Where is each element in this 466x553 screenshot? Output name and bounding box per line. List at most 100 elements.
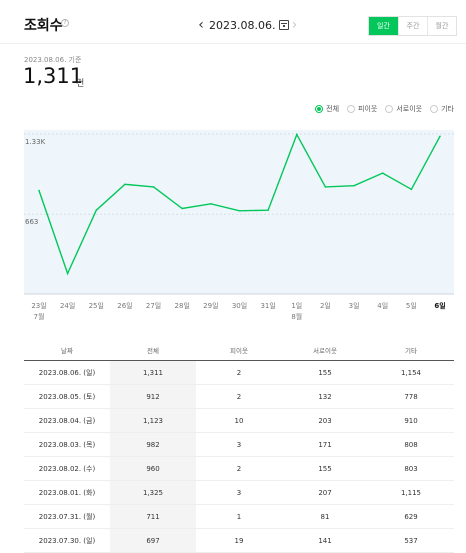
legend-all[interactable]: 전체 [315,104,339,114]
cell-mutual: 81 [320,513,330,521]
page-title: 조회수 [24,18,63,34]
cell-other: 910 [404,417,418,425]
header-other: 기타 [405,347,417,355]
data-point [410,188,413,191]
views-table: 날짜 전체 피이웃 서로이웃 기타 2023.08.06. (일) 1,311 2 1… [24,341,454,553]
cell-date: 2023.08.03. (목) [38,441,96,449]
x-tick-label: 5일 [406,301,417,310]
table-row: 2023.08.02. (수) 960 2 155 803 [24,457,454,481]
chart-legend: 전체 피이웃 서로이웃 기타 [307,104,454,114]
table-row: 2023.08.03. (목) 982 3 171 808 [24,433,454,457]
cell-neighbor: 2 [236,393,242,401]
cell-date: 2023.08.05. (토) [38,393,96,401]
legend-all-label: 전체 [326,105,340,113]
period-tabs: 일간 주간 월간 [368,16,457,36]
cell-total: 982 [110,433,196,456]
cell-total: 1,311 [110,361,196,384]
x-tick-label: 3일 [349,301,360,310]
x-tick-label: 24일 [60,301,75,310]
chart-plot-area [24,130,454,294]
cell-mutual: 155 [318,369,332,377]
chart-svg: 1.33K 663 23일 24일 25일 26일 27일 28일 29일 30일 31일 1일 2일 3… [24,130,454,321]
legend-neighbor-label: 피이웃 [358,105,378,113]
cell-neighbor: 2 [236,465,242,473]
radio-icon [347,105,356,113]
cell-date: 2023.08.04. (금) [38,417,96,425]
cell-total: 697 [110,529,196,552]
cell-date: 2023.08.02. (수) [38,465,96,473]
data-point [295,133,298,136]
tab-monthly[interactable]: 월간 [427,17,456,35]
month-label: 8월 [291,312,302,321]
x-tick-label: 30일 [232,301,247,310]
cell-neighbor: 10 [234,417,244,425]
cell-date: 2023.08.06. (일) [38,369,96,377]
data-point [152,186,155,188]
header-date: 날짜 [61,347,73,355]
x-tick-label: 6일 [434,301,445,310]
data-point [238,209,241,212]
data-point [324,186,327,188]
radio-icon [430,105,439,113]
table-row: 2023.08.04. (금) 1,123 10 203 910 [24,409,454,433]
cell-mutual: 207 [318,489,332,497]
table-body: 2023.08.06. (일) 1,311 2 155 1,154 2023.08.05.… [24,361,454,553]
cell-neighbor: 1 [236,513,242,521]
table-row: 2023.08.05. (토) 912 2 132 778 [24,385,454,409]
x-tick-label: 4일 [377,301,388,310]
total-views: 1,311 [23,64,84,88]
stats-header: 조회수 ? ‹ 2023.08.06. › 일간 주간 월간 [0,0,466,44]
x-tick-label: 25일 [89,301,104,310]
data-point [124,183,126,186]
prev-date-arrow-icon[interactable]: ‹ [198,17,204,33]
x-tick-label: 29일 [203,301,218,310]
data-point [181,207,184,210]
cell-other: 803 [404,465,418,473]
legend-mutual[interactable]: 서로이웃 [385,104,422,114]
cell-mutual: 132 [318,393,332,401]
radio-checked-icon [315,105,324,113]
cell-mutual: 171 [318,441,332,449]
x-tick-label: 27일 [146,301,161,310]
help-icon[interactable]: ? [61,19,69,27]
legend-mutual-label: 서로이웃 [396,105,423,113]
data-point [38,189,40,192]
cell-date: 2023.07.30. (일) [38,537,96,545]
data-point [353,184,355,187]
cell-total: 912 [110,385,196,408]
data-point [439,135,441,138]
tab-weekly[interactable]: 주간 [398,17,427,35]
legend-other-label: 기타 [441,105,454,113]
cell-total: 1,325 [110,481,196,504]
data-point [66,272,69,275]
cell-total: 1,123 [110,409,196,432]
cell-other: 778 [404,393,418,401]
cell-neighbor: 19 [234,537,244,545]
y-tick-label: 663 [25,218,38,226]
cell-mutual: 203 [318,417,332,425]
tab-daily[interactable]: 일간 [369,17,398,35]
cell-other: 1,154 [400,369,422,377]
x-tick-label: 26일 [117,301,132,310]
header-neighbor: 피이웃 [230,347,248,355]
x-tick-label: 31일 [260,301,275,310]
cell-neighbor: 3 [236,489,242,497]
cell-mutual: 155 [318,465,332,473]
current-date: 2023.08.06. [209,18,276,32]
cell-other: 629 [404,513,418,521]
table-row: 2023.07.31. (월) 711 1 81 629 [24,505,454,529]
x-tick-label: 1일 [291,301,302,310]
legend-neighbor[interactable]: 피이웃 [347,104,377,114]
header-mutual: 서로이웃 [313,347,337,355]
legend-other[interactable]: 기타 [430,104,454,114]
table-row: 2023.07.30. (일) 697 19 141 537 [24,529,454,553]
header-total: 전체 [147,347,159,355]
next-date-arrow-icon[interactable]: › [291,17,298,33]
table-row: 2023.08.01. (화) 1,325 3 207 1,115 [24,481,454,505]
data-point [210,202,212,205]
calendar-icon[interactable] [279,20,290,30]
cell-neighbor: 3 [236,441,242,449]
cell-other: 1,115 [400,489,422,497]
cell-date: 2023.07.31. (월) [38,513,96,521]
month-label: 7월 [34,312,45,321]
